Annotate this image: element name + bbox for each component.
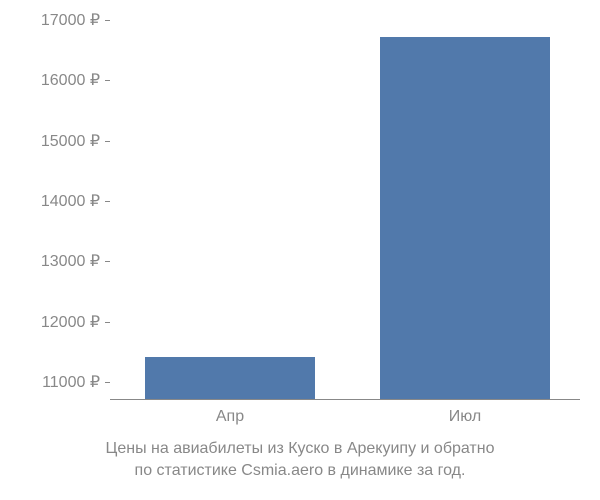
bar [380,37,550,399]
bar [145,357,315,399]
ytick-mark [105,80,110,81]
ytick-mark [105,322,110,323]
ytick-mark [105,201,110,202]
caption-line-1: Цены на авиабилеты из Куско в Арекуипу и… [106,440,495,457]
ytick-label: 13000 ₽ [0,251,100,271]
xtick-label: Июл [449,408,481,426]
ytick-label: 15000 ₽ [0,131,100,151]
ytick-mark [105,261,110,262]
ytick-mark [105,141,110,142]
ytick-label: 11000 ₽ [0,372,100,392]
chart-caption: Цены на авиабилеты из Куско в Арекуипу и… [0,438,600,481]
ytick-mark [105,20,110,21]
price-chart: 11000 ₽ 12000 ₽ 13000 ₽ 14000 ₽ 15000 ₽ 16000… [0,10,600,430]
ytick-label: 16000 ₽ [0,70,100,90]
plot-area [110,20,580,400]
xtick-label: Апр [216,408,244,426]
ytick-label: 17000 ₽ [0,10,100,30]
ytick-mark [105,382,110,383]
ytick-label: 12000 ₽ [0,312,100,332]
ytick-label: 14000 ₽ [0,191,100,211]
caption-line-2: по статистике Csmia.aero в динамике за г… [135,462,466,479]
